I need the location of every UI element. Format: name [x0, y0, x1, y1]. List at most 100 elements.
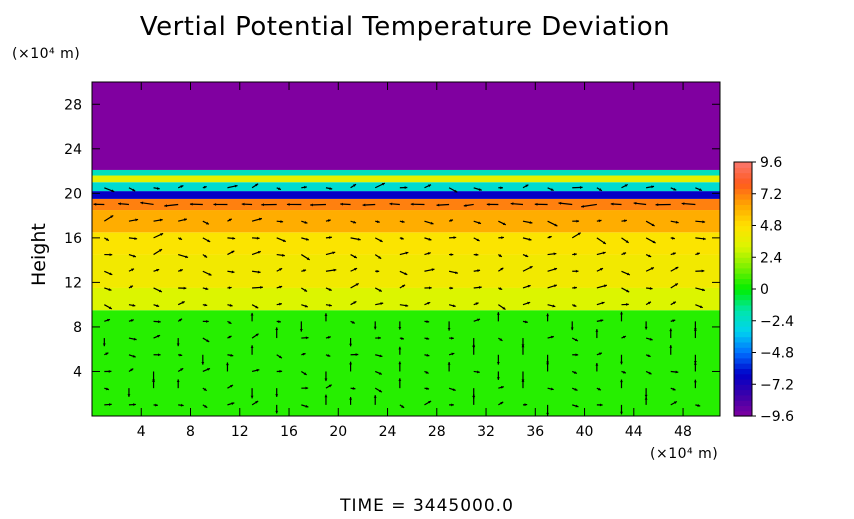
vector-arrow — [596, 403, 603, 407]
vector-arrow-head — [672, 301, 676, 305]
vector-arrow-head — [451, 352, 455, 356]
vector-arrow-head — [430, 221, 434, 225]
vector-arrow-head — [455, 271, 458, 275]
vector-arrow-head — [398, 346, 402, 350]
vector-arrow — [310, 203, 326, 207]
vector-arrow-head — [453, 236, 457, 240]
vector-arrow-head — [521, 344, 525, 347]
vector-arrow-head — [425, 370, 429, 374]
vector-arrow — [547, 252, 557, 256]
vector-arrow — [178, 286, 187, 290]
vector-arrow-head — [357, 237, 361, 241]
vector-arrow — [227, 270, 235, 274]
vector-arrow-head — [204, 254, 208, 258]
vector-arrow-head — [226, 362, 229, 366]
vector-arrow-head — [626, 289, 630, 293]
vector-arrow-head — [353, 301, 357, 304]
vector-arrow-head — [573, 252, 577, 256]
vector-arrow-head — [426, 353, 430, 357]
vector-arrow — [227, 286, 232, 290]
vector-arrow — [572, 269, 579, 273]
vector-arrow — [596, 301, 605, 306]
vector-arrow — [202, 220, 210, 225]
vector-arrow-head — [478, 221, 481, 225]
vector-arrow-head — [234, 184, 238, 188]
vector-arrow — [399, 251, 409, 256]
vector-arrow-head — [189, 202, 193, 206]
colorbar-segment — [734, 214, 752, 221]
vector-arrow — [301, 220, 308, 224]
vector-arrow — [621, 270, 631, 276]
colorbar-tick-label: −9.6 — [760, 409, 794, 425]
vector-arrows — [93, 182, 706, 416]
vector-arrow-head — [652, 240, 656, 244]
vector-arrow — [571, 337, 579, 342]
heatmap-band-2 — [92, 254, 720, 288]
vector-arrow — [299, 321, 303, 332]
vector-arrow — [153, 232, 164, 239]
vector-arrow-head — [213, 203, 217, 206]
plot-frame — [91, 81, 721, 417]
vector-arrow — [324, 313, 328, 322]
vector-arrow — [301, 237, 309, 241]
vector-arrow-head — [574, 338, 578, 342]
vector-arrow-head — [463, 204, 467, 207]
vector-arrow-head — [105, 237, 109, 241]
vector-arrow — [695, 269, 705, 273]
vector-arrow-head — [208, 272, 212, 276]
vector-arrow — [522, 184, 529, 189]
vector-arrow-head — [305, 386, 309, 390]
vector-arrow — [424, 252, 431, 256]
vector-arrow-head — [286, 203, 290, 206]
vector-arrow-head — [672, 387, 676, 391]
vector-arrow-head — [232, 236, 236, 240]
vector-arrow — [202, 404, 208, 409]
vector-arrow — [596, 284, 608, 289]
vector-arrow — [202, 185, 207, 189]
colorbar-segment — [734, 304, 752, 311]
vector-arrow — [695, 220, 706, 224]
vector-arrow — [276, 237, 287, 243]
vector-arrow — [621, 303, 629, 306]
colorbar-segment — [734, 331, 752, 338]
vector-arrow-head — [558, 201, 562, 205]
y-tick-label: 16 — [64, 231, 82, 247]
vector-arrow-head — [476, 370, 480, 374]
vector-arrow-head — [275, 410, 279, 414]
vector-arrow — [695, 304, 703, 309]
vector-arrow — [350, 320, 356, 324]
vector-arrow — [596, 219, 602, 223]
x-tick-label: 16 — [280, 424, 298, 440]
vector-arrow — [176, 338, 180, 347]
vector-arrow-head — [500, 401, 504, 405]
colorbar-segment — [734, 405, 752, 412]
vector-arrow-head — [649, 337, 653, 341]
vector-arrow — [104, 270, 113, 276]
vector-arrow-head — [256, 368, 260, 372]
vector-arrow-head — [651, 185, 655, 189]
vector-arrow-head — [500, 186, 504, 190]
vector-arrow — [547, 267, 558, 272]
vector-arrow-head — [696, 252, 700, 256]
vector-arrow — [104, 352, 109, 356]
vector-arrow — [424, 337, 430, 340]
vector-arrow-head — [183, 218, 187, 222]
vector-arrow — [128, 303, 136, 307]
vector-arrow-head — [426, 387, 430, 390]
vector-arrow — [104, 369, 112, 373]
y-tick-label: 12 — [64, 275, 82, 291]
vector-arrow-head — [400, 337, 404, 340]
vector-arrow — [301, 304, 308, 308]
vector-arrow — [596, 387, 602, 391]
heatmap-band-9 — [92, 169, 720, 176]
vector-arrow — [227, 303, 233, 307]
vector-arrow-head — [644, 396, 648, 400]
vector-arrow — [547, 387, 554, 391]
vector-arrow-head — [376, 269, 380, 273]
vector-arrow — [670, 400, 678, 406]
time-label: TIME = 3445000.0 — [340, 496, 514, 516]
colorbar-segment — [734, 246, 752, 253]
vector-arrow-head — [257, 270, 261, 274]
vector-arrow-head — [205, 221, 209, 225]
vector-arrow-head — [452, 304, 456, 308]
